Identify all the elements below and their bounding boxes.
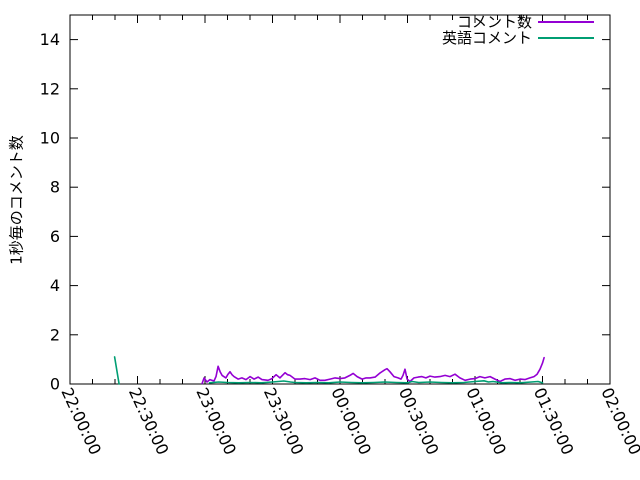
legend-item-comments: コメント数 bbox=[442, 14, 594, 30]
plot-border bbox=[69, 14, 611, 385]
y-tick-label: 12 bbox=[40, 79, 60, 98]
x-tick-label: 01:00:00 bbox=[462, 385, 510, 458]
y-tick-label: 4 bbox=[50, 276, 60, 295]
y-axis-title: 1秒毎のコメント数 bbox=[7, 135, 26, 265]
series-line-1 bbox=[208, 379, 544, 384]
legend-item-english-comments: 英語コメント bbox=[442, 30, 594, 46]
x-tick-label: 22:00:00 bbox=[57, 385, 105, 458]
x-tick-label: 23:00:00 bbox=[192, 385, 240, 458]
x-tick-label: 02:00:00 bbox=[597, 385, 640, 458]
x-tick-label: 00:00:00 bbox=[327, 385, 375, 458]
x-tick-label: 01:30:00 bbox=[530, 385, 578, 458]
y-tick-label: 0 bbox=[50, 375, 60, 394]
legend: コメント数 英語コメント bbox=[442, 14, 594, 46]
x-tick-label: 23:30:00 bbox=[260, 385, 308, 458]
series-line-0 bbox=[201, 356, 545, 385]
y-tick-label: 8 bbox=[50, 178, 60, 197]
legend-line-sample-comments bbox=[538, 21, 594, 23]
series-line-1 bbox=[113, 356, 120, 385]
legend-line-sample-english-comments bbox=[538, 37, 594, 39]
x-tick-label: 22:30:00 bbox=[125, 385, 173, 458]
y-tick-label: 2 bbox=[50, 325, 60, 344]
y-tick-label: 14 bbox=[40, 30, 60, 49]
y-tick-label: 10 bbox=[40, 129, 60, 148]
legend-label-comments: コメント数 bbox=[456, 13, 532, 31]
x-tick-label: 00:30:00 bbox=[395, 385, 443, 458]
legend-label-english-comments: 英語コメント bbox=[441, 29, 532, 47]
y-tick-label: 6 bbox=[50, 227, 60, 246]
